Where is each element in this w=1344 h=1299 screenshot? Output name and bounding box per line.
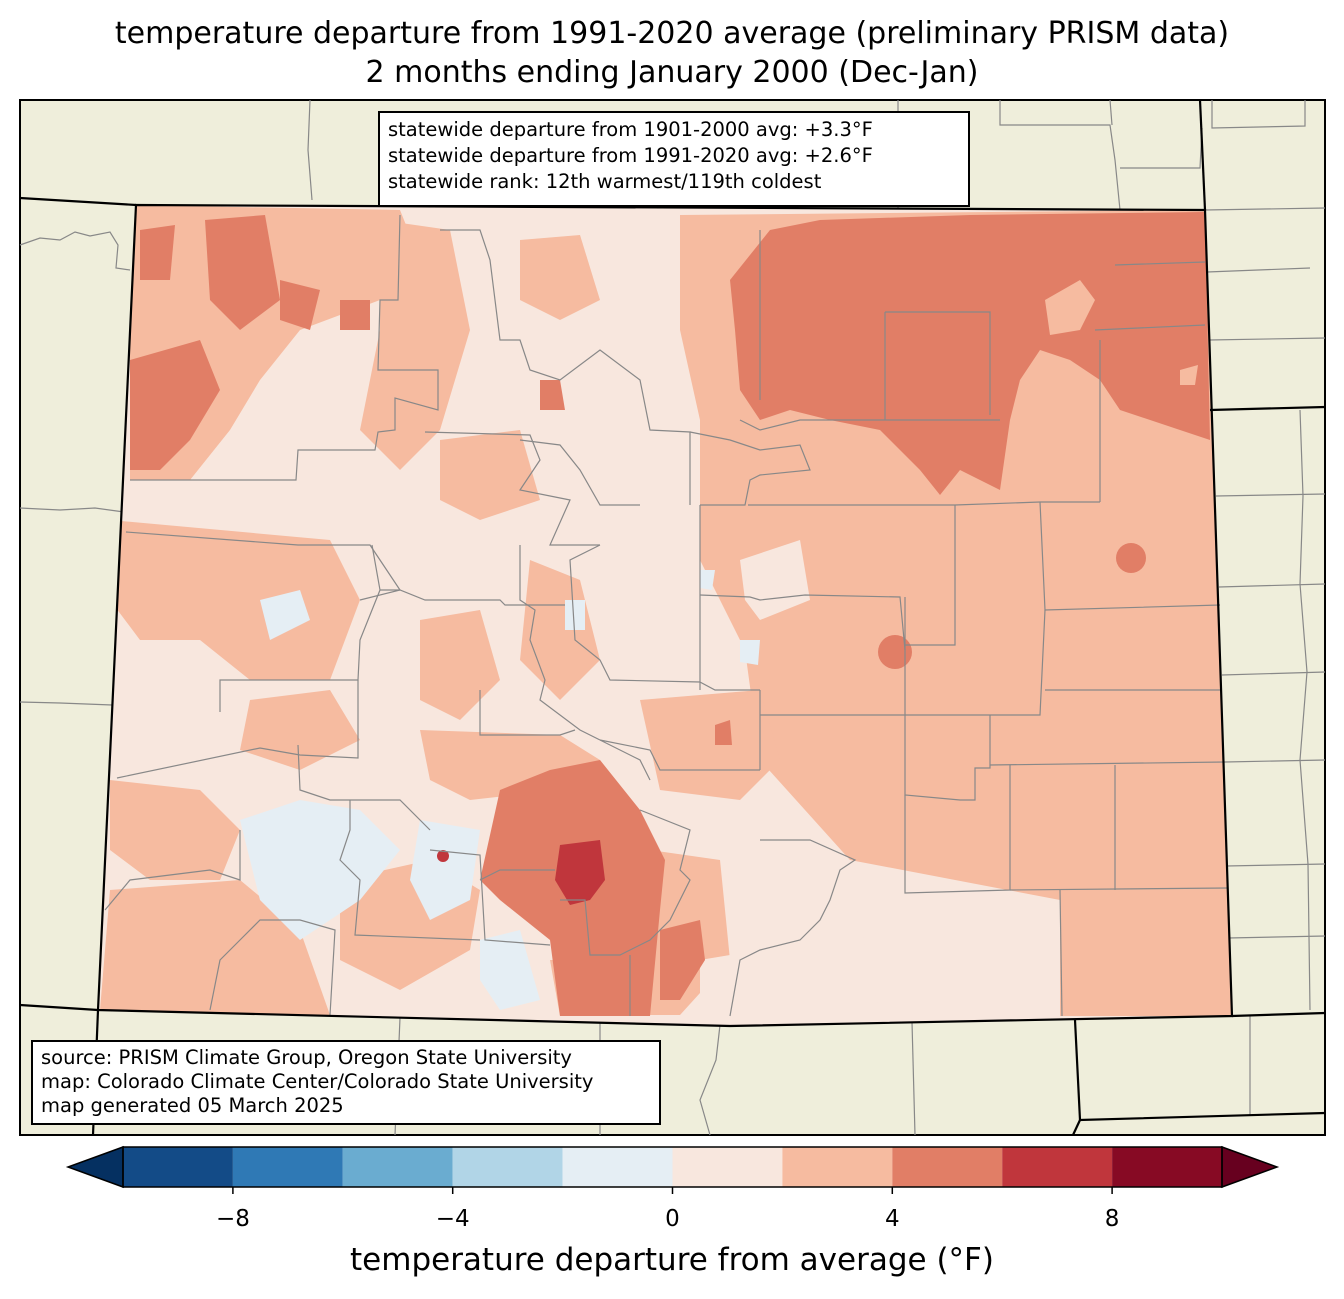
stats-1991-2020-departure: statewide departure from 1991-2020 avg: … xyxy=(388,144,873,167)
colorbar-under-arrow xyxy=(65,1145,124,1189)
neighbor-county-lines xyxy=(19,99,1326,1136)
state-borders xyxy=(19,99,1326,1136)
colorbar-tick-label: 4 xyxy=(884,1206,900,1232)
colorbar-bin-8 xyxy=(1002,1147,1113,1187)
colorbar-title: temperature departure from average (°F) xyxy=(350,1242,994,1278)
map-title-line1: temperature departure from 1991-2020 ave… xyxy=(114,16,1230,51)
colorbar-tick-label: −4 xyxy=(435,1206,470,1232)
colorbar-bin-2 xyxy=(342,1147,453,1187)
colorado-county-lines xyxy=(104,214,1229,1017)
colorbar-ticks xyxy=(232,1187,1113,1194)
map-credit-line: map: Colorado Climate Center/Colorado St… xyxy=(41,1070,594,1093)
map-generated-date: map generated 05 March 2025 xyxy=(41,1094,344,1117)
colorbar-bin-4 xyxy=(562,1147,673,1187)
stats-1901-2000-departure: statewide departure from 1901-2000 avg: … xyxy=(388,118,873,141)
colorbar-tick-label: −8 xyxy=(215,1206,250,1232)
colorbar xyxy=(65,1145,1280,1194)
colorbar-bin-9 xyxy=(1112,1147,1222,1187)
temperature-departure-field xyxy=(98,205,1232,1026)
source-credits-box: source: PRISM Climate Group, Oregon Stat… xyxy=(31,1040,661,1125)
colorbar-bin-6 xyxy=(782,1147,893,1187)
colorbar-bins xyxy=(123,1147,1222,1187)
colorbar-bin-7 xyxy=(892,1147,1003,1187)
map-title-line2: 2 months ending January 2000 (Dec-Jan) xyxy=(365,55,979,90)
colorado-temperature-map xyxy=(19,99,1326,1136)
colorbar-bin-1 xyxy=(232,1147,343,1187)
colorbar-tick-label: 8 xyxy=(1104,1206,1120,1232)
stats-statewide-rank: statewide rank: 12th warmest/119th colde… xyxy=(388,170,822,193)
colorbar-bin-0 xyxy=(123,1147,233,1187)
colorbar-over-arrow xyxy=(1221,1145,1280,1189)
colorbar-bin-3 xyxy=(452,1147,563,1187)
statewide-stats-box: statewide departure from 1901-2000 avg: … xyxy=(378,111,970,207)
colorbar-bin-5 xyxy=(672,1147,783,1187)
colorbar-tick-label: 0 xyxy=(665,1206,680,1232)
source-line: source: PRISM Climate Group, Oregon Stat… xyxy=(41,1046,572,1069)
